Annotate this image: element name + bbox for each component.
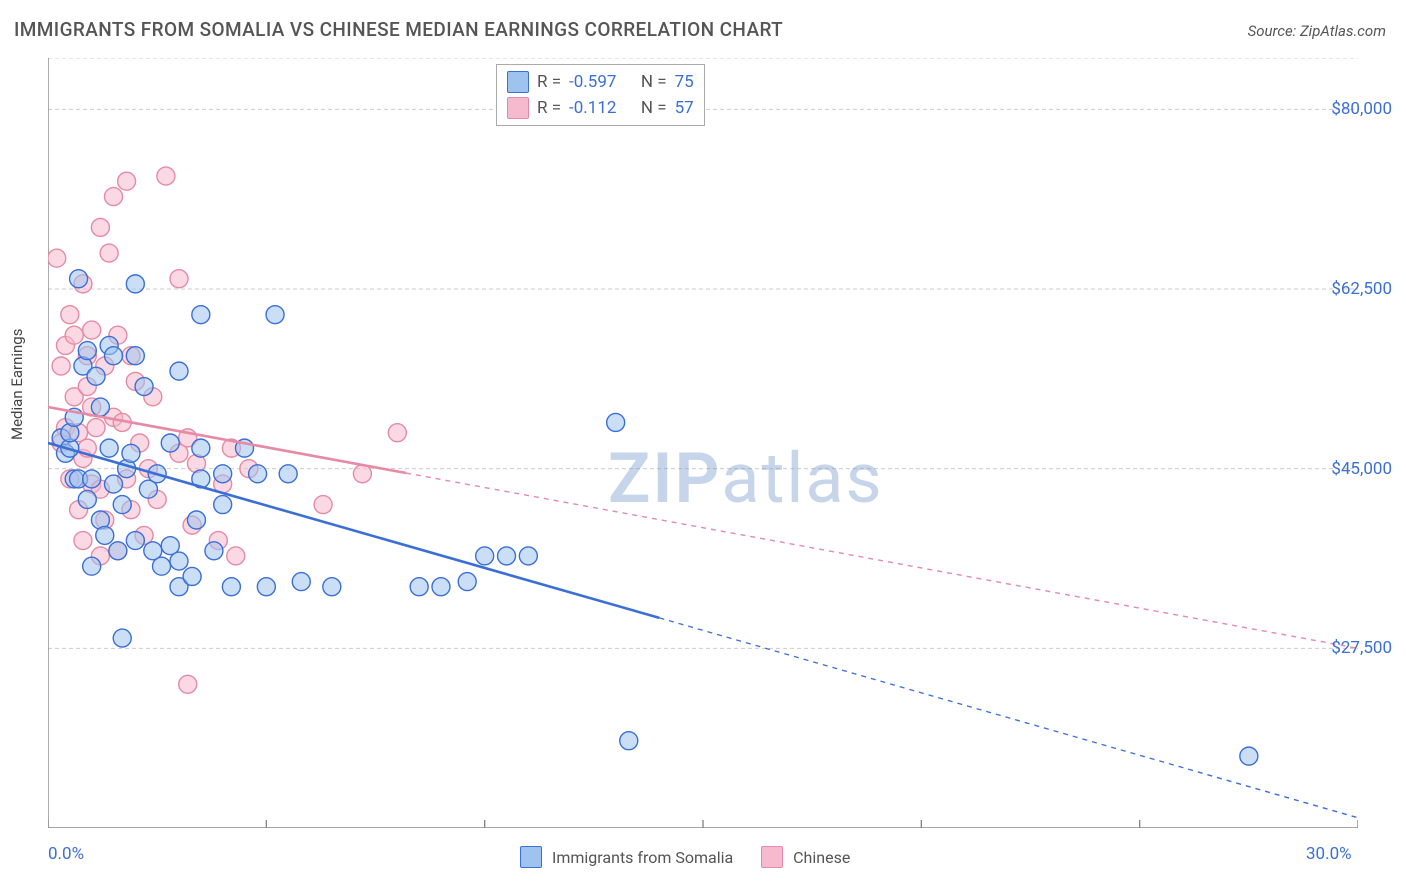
r-label: R =: [537, 95, 561, 121]
y-axis-label: Median Earnings: [8, 329, 26, 440]
r-label: R =: [537, 69, 561, 95]
n-value-pink: 57: [675, 95, 694, 121]
stats-legend: R = -0.597 N = 75 R = -0.112 N = 57: [496, 64, 705, 126]
r-value-pink: -0.112: [569, 95, 616, 121]
y-tick-label: $80,000: [1331, 99, 1392, 119]
chart-title: IMMIGRANTS FROM SOMALIA VS CHINESE MEDIA…: [14, 18, 783, 41]
source-label: Source: ZipAtlas.com: [1248, 22, 1386, 40]
bottom-legend: Immigrants from Somalia Chinese: [520, 846, 850, 868]
n-label: N =: [641, 95, 667, 121]
y-tick-label: $45,000: [1331, 459, 1392, 479]
r-value-blue: -0.597: [569, 69, 616, 95]
n-value-blue: 75: [675, 69, 694, 95]
legend-label-blue: Immigrants from Somalia: [552, 848, 733, 867]
swatch-blue-icon: [507, 71, 529, 93]
chart-svg: [48, 58, 1358, 828]
y-tick-label: $27,500: [1331, 638, 1392, 658]
swatch-pink-icon: [507, 97, 529, 119]
x-tick-label: 30.0%: [1306, 844, 1352, 864]
swatch-pink-icon: [761, 846, 783, 868]
y-tick-label: $62,500: [1331, 279, 1392, 299]
x-tick-label: 0.0%: [48, 844, 84, 864]
legend-label-pink: Chinese: [793, 848, 850, 867]
stats-row-blue: R = -0.597 N = 75: [507, 69, 694, 95]
swatch-blue-icon: [520, 846, 542, 868]
plot-area: ZIPatlas R = -0.597 N = 75 R = -0.112 N …: [48, 58, 1358, 828]
n-label: N =: [641, 69, 667, 95]
stats-row-pink: R = -0.112 N = 57: [507, 95, 694, 121]
